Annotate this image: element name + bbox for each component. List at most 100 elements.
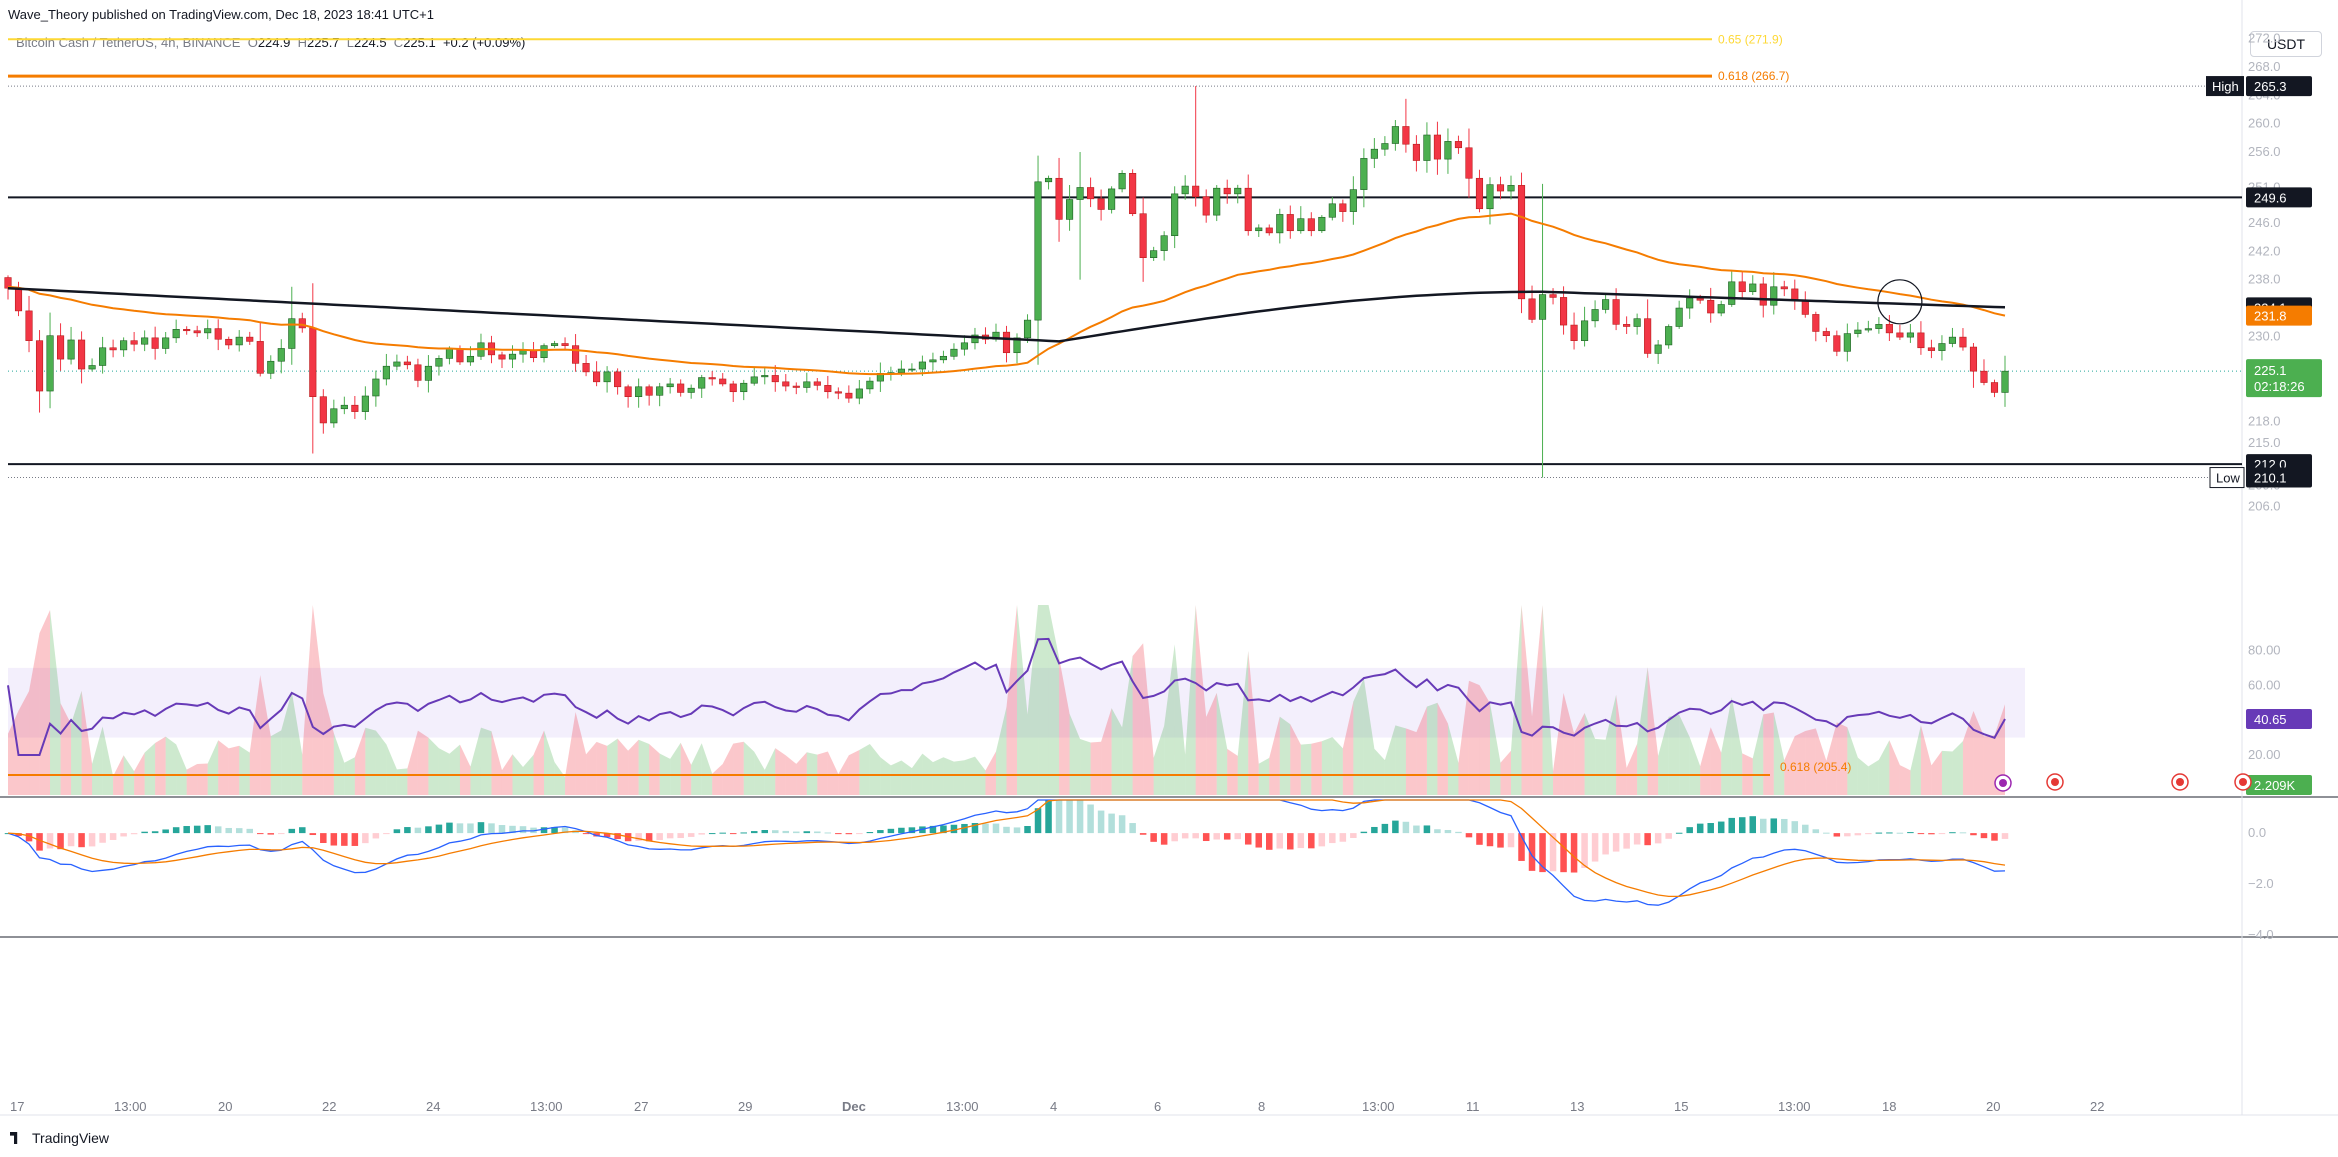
volume-segment: [859, 743, 870, 795]
macd-histogram-bar: [1717, 821, 1725, 834]
candle: [1370, 138, 1378, 169]
candle: [1465, 128, 1473, 198]
time-tick-label: 13:00: [114, 1099, 147, 1114]
candle-body: [1623, 324, 1631, 327]
candle: [1969, 343, 1978, 388]
candle: [1644, 299, 1652, 358]
macd-histogram-bar: [256, 833, 264, 835]
macd-histogram-bar: [25, 833, 33, 842]
candle-body: [1496, 184, 1505, 192]
volume-segment: [1983, 735, 1995, 795]
macd-histogram-bar: [666, 833, 674, 839]
candle-body: [1423, 134, 1431, 161]
macd-histogram-bar: [835, 833, 842, 835]
volume-tag-text: 2.209K: [2254, 778, 2296, 793]
macd-histogram-bar: [330, 833, 338, 846]
macd-histogram-bar: [1633, 833, 1641, 845]
volume-segment: [1920, 725, 1932, 795]
fib-065-label: 0.65 (271.9): [1718, 32, 1783, 46]
candle-body: [1223, 187, 1231, 195]
macd-histogram-bar: [372, 833, 380, 839]
volume-segment: [1952, 741, 1963, 795]
candle-body: [1202, 196, 1210, 216]
macd-histogram-bar: [1865, 833, 1872, 835]
volume-segment: [1637, 667, 1648, 795]
candle-body: [1969, 346, 1978, 372]
candle: [288, 286, 296, 365]
high-price-tag-text: 265.3: [2254, 79, 2287, 94]
candle: [666, 377, 674, 394]
volume-tag-bg: [2246, 775, 2312, 795]
candle-body: [225, 338, 233, 346]
candle-body: [246, 336, 254, 342]
ema-price-tag: 231.8: [2246, 305, 2312, 326]
candle: [435, 355, 443, 376]
macd-histogram-bar: [519, 826, 527, 834]
candle: [1433, 121, 1441, 175]
currency-button[interactable]: USDT: [2250, 31, 2322, 57]
macd-histogram-bar: [761, 830, 769, 834]
candle-body: [267, 360, 275, 374]
macd-histogram-bar: [130, 833, 138, 835]
volume-segment: [554, 762, 566, 795]
candle: [1602, 293, 1610, 314]
candle: [908, 363, 916, 372]
volume-segment: [1080, 738, 1091, 795]
candle-body: [351, 404, 359, 412]
candle-body: [1160, 235, 1168, 251]
candle: [1055, 157, 1063, 242]
candle: [656, 382, 664, 407]
candle: [824, 375, 832, 399]
candle-body: [1297, 218, 1305, 232]
event-icon-dot: [2176, 778, 2184, 786]
macd-histogram-bar: [414, 827, 422, 834]
candle: [1980, 359, 1988, 386]
candle-body: [971, 334, 979, 344]
candle-body: [214, 328, 222, 340]
candle: [1255, 224, 1263, 237]
macd-histogram-bar: [929, 825, 937, 834]
volume-segment: [712, 764, 723, 795]
candle: [1454, 135, 1463, 154]
candle-body: [1360, 158, 1368, 190]
volume-segment: [1006, 605, 1018, 795]
macd-histogram-bar: [708, 833, 716, 835]
volume-segment: [1048, 605, 1060, 795]
macd-histogram-bar: [393, 829, 401, 834]
low-caption-bg: [2209, 467, 2245, 489]
candle-body: [582, 363, 590, 373]
candle-body: [1381, 143, 1389, 150]
volume-segment: [1511, 605, 1522, 795]
volume-segment: [333, 733, 345, 795]
candle-body: [1412, 143, 1420, 161]
candle-body: [1917, 332, 1925, 349]
candle-body: [46, 335, 54, 392]
ema-50-line: [7, 212, 2006, 376]
volume-segment: [1132, 643, 1144, 795]
candle: [1686, 289, 1694, 319]
candle: [1223, 179, 1231, 204]
macd-histogram-bar: [214, 826, 222, 834]
macd-histogram-bar: [1970, 833, 1977, 836]
volume-segment: [396, 768, 408, 795]
candle-body: [1129, 172, 1137, 215]
volume-segment: [733, 741, 744, 795]
high-caption-text: High: [2212, 79, 2239, 94]
macd-histogram-bar: [603, 833, 611, 838]
volume-segment: [344, 757, 355, 795]
volume-segment: [817, 751, 828, 795]
macd-histogram-bar: [183, 826, 190, 834]
macd-histogram-bar: [582, 833, 590, 835]
time-tick-label: 24: [426, 1099, 440, 1114]
candle-body: [183, 329, 191, 332]
macd-histogram-bar: [1244, 833, 1252, 845]
macd-histogram-bar: [1034, 808, 1042, 834]
macd-histogram-bar: [1318, 833, 1326, 847]
macd-histogram-bar: [561, 827, 569, 834]
candle: [939, 350, 947, 364]
candle: [1948, 327, 1957, 348]
rsi-value-tag-bg: [2246, 709, 2312, 730]
volume-segment: [1805, 728, 1816, 795]
macd-histogram-bar: [1528, 833, 1536, 871]
